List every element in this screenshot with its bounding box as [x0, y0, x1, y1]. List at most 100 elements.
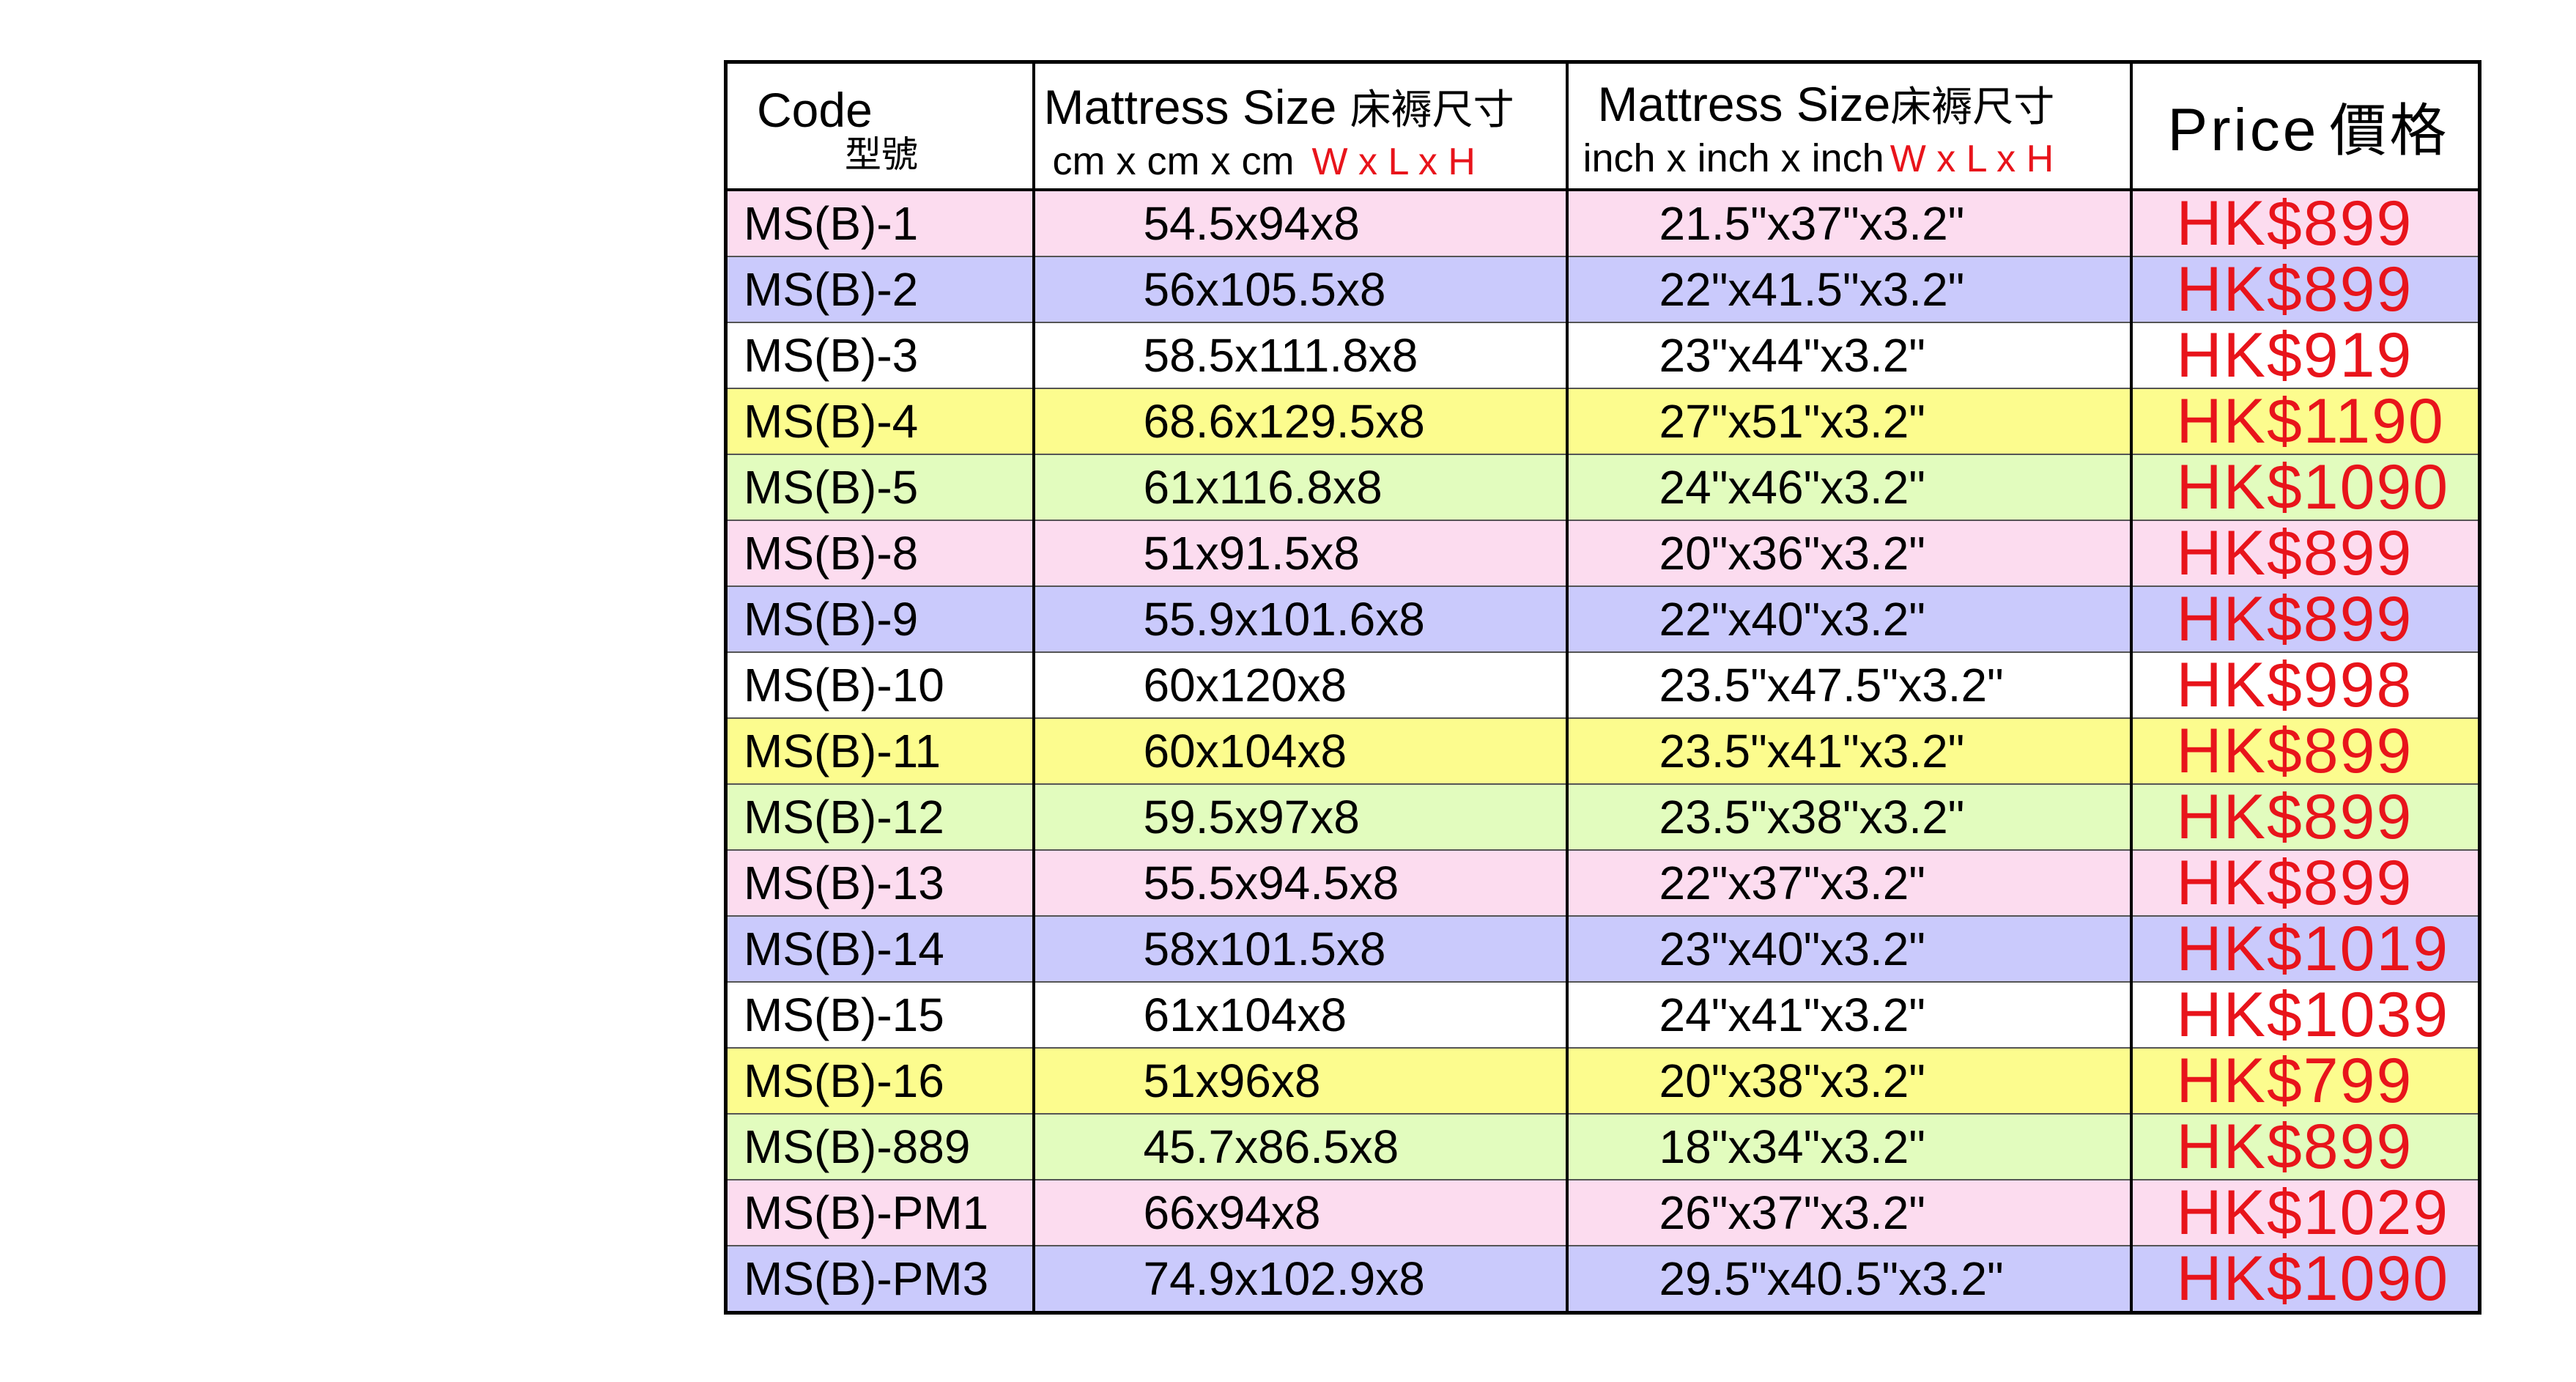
- header-price: Price 價格: [2129, 61, 2481, 191]
- table-row: MS(B)-2 56x105.5x8 22"x41.5"x3.2" HK$899: [724, 256, 2481, 323]
- header-size-inch-dims: W x L x H: [1890, 138, 2054, 180]
- row-price: HK$899: [2129, 585, 2481, 653]
- row-code: MS(B)-PM1: [724, 1179, 1035, 1246]
- row-code: MS(B)-10: [724, 651, 1035, 719]
- row-price: HK$899: [2129, 256, 2481, 323]
- table-row: MS(B)-8 51x91.5x8 20"x36"x3.2" HK$899: [724, 520, 2481, 587]
- header-price-label-zh: 價格: [2329, 98, 2450, 164]
- table-row: MS(B)-PM3 74.9x102.9x8 29.5"x40.5"x3.2" …: [724, 1245, 2481, 1314]
- row-size-cm: 60x120x8: [1032, 651, 1569, 719]
- table-row: MS(B)-889 45.7x86.5x8 18"x34"x3.2" HK$89…: [724, 1113, 2481, 1180]
- row-price: HK$1019: [2129, 915, 2481, 983]
- header-size-inch: Mattress Size床褥尺寸 inch x inch x inch W x …: [1565, 61, 2133, 191]
- row-size-cm: 66x94x8: [1032, 1179, 1569, 1246]
- row-code: MS(B)-5: [724, 454, 1035, 521]
- row-size-cm: 58.5x111.8x8: [1032, 322, 1569, 389]
- row-size-inch: 23.5"x41"x3.2": [1565, 717, 2133, 785]
- row-price: HK$899: [2129, 783, 2481, 851]
- header-price-wrap: Price 價格: [2167, 97, 2450, 165]
- header-size-cm: Mattress Size 床褥尺寸 cm x cm x cm W x L x H: [1032, 61, 1569, 191]
- header-size-cm-unit: cm x cm x cm: [1052, 139, 1295, 183]
- table-row: MS(B)-11 60x104x8 23.5"x41"x3.2" HK$899: [724, 717, 2481, 785]
- row-code: MS(B)-2: [724, 256, 1035, 323]
- table-row: MS(B)-PM1 66x94x8 26"x37"x3.2" HK$1029: [724, 1179, 2481, 1246]
- row-size-inch: 22"x37"x3.2": [1565, 849, 2133, 917]
- row-price: HK$799: [2129, 1047, 2481, 1115]
- row-price: HK$1029: [2129, 1179, 2481, 1246]
- header-size-inch-title-wrap: Mattress Size床褥尺寸: [1598, 77, 2055, 135]
- row-size-cm: 55.5x94.5x8: [1032, 849, 1569, 917]
- row-size-cm: 56x105.5x8: [1032, 256, 1569, 323]
- header-size-cm-unit-wrap: cm x cm x cm W x L x H: [1053, 140, 1476, 183]
- row-price: HK$919: [2129, 322, 2481, 389]
- row-size-cm: 61x116.8x8: [1032, 454, 1569, 521]
- row-code: MS(B)-4: [724, 388, 1035, 455]
- header-price-label: Price: [2167, 97, 2320, 163]
- row-code: MS(B)-1: [724, 189, 1035, 257]
- row-code: MS(B)-3: [724, 322, 1035, 389]
- row-size-inch: 24"x46"x3.2": [1565, 454, 2133, 521]
- row-price: HK$899: [2129, 849, 2481, 917]
- row-size-cm: 55.9x101.6x8: [1032, 585, 1569, 653]
- row-code: MS(B)-PM3: [724, 1245, 1035, 1314]
- row-size-inch: 21.5"x37"x3.2": [1565, 189, 2133, 257]
- header-size-inch-title: Mattress Size: [1597, 77, 1891, 131]
- row-size-inch: 22"x40"x3.2": [1565, 585, 2133, 653]
- row-price: HK$998: [2129, 651, 2481, 719]
- row-code: MS(B)-8: [724, 520, 1035, 587]
- table-row: MS(B)-10 60x120x8 23.5"x47.5"x3.2" HK$99…: [724, 651, 2481, 719]
- row-size-inch: 23"x40"x3.2": [1565, 915, 2133, 983]
- row-size-cm: 45.7x86.5x8: [1032, 1113, 1569, 1180]
- row-code: MS(B)-13: [724, 849, 1035, 917]
- header-code-label-zh: 型號: [845, 133, 918, 176]
- row-price: HK$899: [2129, 189, 2481, 257]
- row-size-cm: 74.9x102.9x8: [1032, 1245, 1569, 1314]
- table-row: MS(B)-4 68.6x129.5x8 27"x51"x3.2" HK$119…: [724, 388, 2481, 455]
- row-code: MS(B)-14: [724, 915, 1035, 983]
- row-size-inch: 26"x37"x3.2": [1565, 1179, 2133, 1246]
- table-row: MS(B)-13 55.5x94.5x8 22"x37"x3.2" HK$899: [724, 849, 2481, 917]
- row-size-cm: 61x104x8: [1032, 981, 1569, 1049]
- row-size-inch: 24"x41"x3.2": [1565, 981, 2133, 1049]
- row-size-cm: 68.6x129.5x8: [1032, 388, 1569, 455]
- header-size-cm-title-wrap: Mattress Size 床褥尺寸: [1044, 80, 1514, 138]
- row-price: HK$1039: [2129, 981, 2481, 1049]
- header-size-inch-unit: inch x inch x inch: [1583, 136, 1884, 180]
- row-size-inch: 20"x36"x3.2": [1565, 520, 2133, 587]
- header-size-inch-title-zh: 床褥尺寸: [1890, 84, 2055, 131]
- row-size-inch: 18"x34"x3.2": [1565, 1113, 2133, 1180]
- row-size-inch: 22"x41.5"x3.2": [1565, 256, 2133, 323]
- row-size-cm: 51x96x8: [1032, 1047, 1569, 1115]
- header-size-cm-title: Mattress Size: [1043, 80, 1337, 134]
- table-row: MS(B)-12 59.5x97x8 23.5"x38"x3.2" HK$899: [724, 783, 2481, 851]
- header-code: Code 型號: [724, 61, 1035, 191]
- table-row: MS(B)-3 58.5x111.8x8 23"x44"x3.2" HK$919: [724, 322, 2481, 389]
- table-row: MS(B)-14 58x101.5x8 23"x40"x3.2" HK$1019: [724, 915, 2481, 983]
- row-size-inch: 29.5"x40.5"x3.2": [1565, 1245, 2133, 1314]
- table-body: MS(B)-1 54.5x94x8 21.5"x37"x3.2" HK$899 …: [724, 189, 2481, 1314]
- header-size-inch-unit-wrap: inch x inch x inch W x L x H: [1583, 137, 2054, 180]
- row-price: HK$899: [2129, 520, 2481, 587]
- table-row: MS(B)-16 51x96x8 20"x38"x3.2" HK$799: [724, 1047, 2481, 1115]
- row-price: HK$1190: [2129, 388, 2481, 455]
- row-code: MS(B)-16: [724, 1047, 1035, 1115]
- table-row: MS(B)-15 61x104x8 24"x41"x3.2" HK$1039: [724, 981, 2481, 1049]
- row-code: MS(B)-12: [724, 783, 1035, 851]
- header-code-label: Code: [757, 83, 873, 137]
- row-size-inch: 20"x38"x3.2": [1565, 1047, 2133, 1115]
- row-price: HK$1090: [2129, 1245, 2481, 1314]
- row-size-inch: 23.5"x47.5"x3.2": [1565, 651, 2133, 719]
- row-code: MS(B)-15: [724, 981, 1035, 1049]
- row-size-inch: 27"x51"x3.2": [1565, 388, 2133, 455]
- row-price: HK$899: [2129, 1113, 2481, 1180]
- row-size-cm: 60x104x8: [1032, 717, 1569, 785]
- row-size-cm: 54.5x94x8: [1032, 189, 1569, 257]
- header-size-cm-dims: W x L x H: [1311, 141, 1476, 183]
- row-size-cm: 59.5x97x8: [1032, 783, 1569, 851]
- table-row: MS(B)-5 61x116.8x8 24"x46"x3.2" HK$1090: [724, 454, 2481, 521]
- row-price: HK$1090: [2129, 454, 2481, 521]
- table-row: MS(B)-1 54.5x94x8 21.5"x37"x3.2" HK$899: [724, 189, 2481, 257]
- table-row: MS(B)-9 55.9x101.6x8 22"x40"x3.2" HK$899: [724, 585, 2481, 653]
- row-code: MS(B)-9: [724, 585, 1035, 653]
- row-size-cm: 58x101.5x8: [1032, 915, 1569, 983]
